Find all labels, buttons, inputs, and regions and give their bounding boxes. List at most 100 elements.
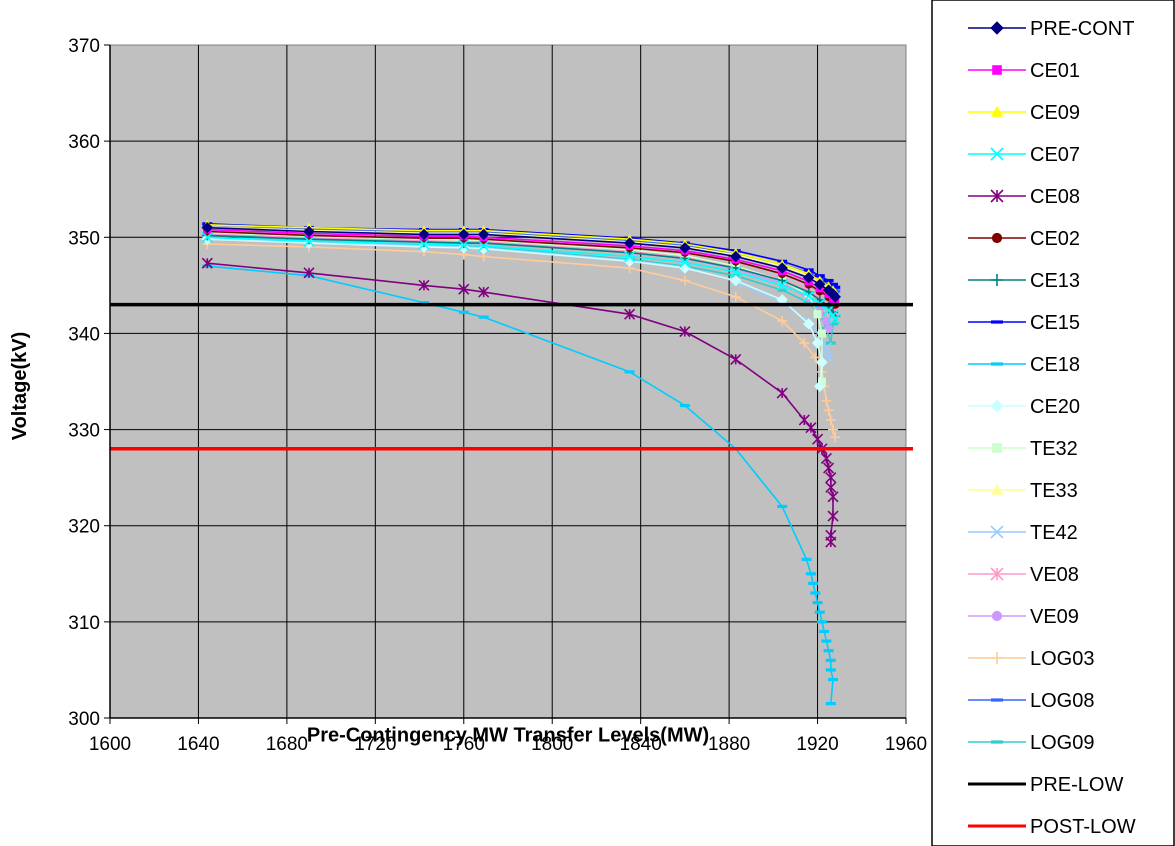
series-pre-cont <box>201 221 841 303</box>
data-point-ce08 <box>201 257 213 269</box>
y-tick-label: 360 <box>68 132 100 153</box>
x-tick-label: 1760 <box>443 734 485 755</box>
legend-label-te42: TE42 <box>1030 522 1078 544</box>
data-point-ce15 <box>828 282 839 286</box>
data-point-ce07 <box>829 313 841 325</box>
y-tick-label: 350 <box>68 228 100 249</box>
data-point-ce18 <box>814 610 825 614</box>
data-point-log03 <box>679 275 690 286</box>
data-point-pre-cont <box>803 271 815 284</box>
data-point-log03 <box>777 315 788 326</box>
data-point-ce20 <box>803 318 815 330</box>
data-point-pre-cont <box>679 242 691 254</box>
legend-label-log08: LOG08 <box>1030 690 1094 712</box>
data-point-log03 <box>730 291 741 302</box>
x-tick-label: 1960 <box>885 734 927 755</box>
legend-item-pre-cont: PRE-CONT <box>968 18 1134 40</box>
legend-marker-ce02 <box>991 232 1003 244</box>
data-point-pre-cont <box>814 278 826 291</box>
data-point-te42 <box>820 342 832 354</box>
tick-labels: 1600 1640 1680 1720 1760 1800 1840 1880 1920 1960… <box>68 36 927 755</box>
data-point-ce08 <box>303 267 315 279</box>
data-point-ce18 <box>679 403 690 408</box>
data-point-ce08 <box>820 452 832 464</box>
y-tick-label: 330 <box>68 421 100 442</box>
legend-label-te32: TE32 <box>1030 438 1078 460</box>
data-point-ce18 <box>624 370 635 374</box>
y-tick-label: 340 <box>68 324 100 345</box>
data-point-pre-cont <box>623 237 636 249</box>
data-point-ce20 <box>811 337 824 349</box>
data-point-ce18 <box>812 601 823 605</box>
legend-item-ve09: VE09 <box>968 606 1079 628</box>
legend: PRE-CONT CE01 CE09 CE07 CE08 CE02 CE13 CE15 CE18… <box>931 0 1175 846</box>
x-tick-label: 1680 <box>266 734 308 755</box>
data-point-te32 <box>813 310 822 319</box>
legend-marker-log08 <box>991 698 1003 702</box>
legend-marker-ve08 <box>990 567 1004 581</box>
legend-item-ve08: VE08 <box>968 564 1079 586</box>
legend-label-ce18: CE18 <box>1030 354 1080 376</box>
data-point-ce07 <box>624 250 636 263</box>
legend-marker-ce18 <box>991 362 1003 366</box>
data-point-ce08 <box>730 353 742 365</box>
data-point-ce08 <box>458 283 470 295</box>
data-point-te32 <box>817 377 826 386</box>
legend-item-pre-low: PRE-LOW <box>968 774 1123 796</box>
series-ce08 <box>201 257 839 548</box>
legend-marker-ce01 <box>992 65 1002 75</box>
legend-label-ve09: VE09 <box>1030 606 1079 628</box>
reference-lines <box>110 302 913 451</box>
legend-label-ce20: CE20 <box>1030 396 1080 418</box>
legend-label-ce07: CE07 <box>1030 144 1080 166</box>
legend-label-ce13: CE13 <box>1030 270 1080 292</box>
plot-area <box>109 44 907 719</box>
x-tick-label: 1840 <box>620 734 662 755</box>
data-point-pre-cont <box>303 225 315 238</box>
data-point-pre-cont <box>458 228 470 241</box>
data-point-ce07 <box>803 290 815 302</box>
data-point-log09 <box>828 322 839 326</box>
legend-item-ce13: CE13 <box>968 270 1080 292</box>
data-point-ce07 <box>303 235 315 247</box>
data-point-ce18 <box>458 310 469 314</box>
data-point-ce08 <box>825 472 837 484</box>
y-axis-title: Voltage(kV) <box>9 332 31 441</box>
data-point-log09 <box>777 288 788 292</box>
data-point-ce07 <box>776 279 788 291</box>
data-point-ce08 <box>478 286 490 298</box>
data-point-ce18 <box>819 629 830 634</box>
legend-label-pre-low: PRE-LOW <box>1030 774 1123 796</box>
legend-item-te32: TE32 <box>968 438 1078 460</box>
data-point-pre-cont <box>730 250 742 263</box>
data-point-ce08 <box>776 387 788 399</box>
data-point-ce18 <box>418 301 429 305</box>
y-tick-label: 370 <box>68 36 100 57</box>
x-tick-label: 1720 <box>354 734 396 755</box>
data-point-ce08 <box>418 279 430 291</box>
legend-item-ce15: CE15 <box>968 312 1080 334</box>
data-point-ve09 <box>824 324 833 333</box>
data-point-log03 <box>825 414 836 425</box>
data-point-ce18 <box>805 572 816 576</box>
legend-label-log09: LOG09 <box>1030 732 1094 754</box>
legend-marker-pre-cont <box>990 21 1004 35</box>
data-point-ce18 <box>816 620 827 624</box>
data-point-ce08 <box>825 536 837 548</box>
data-point-ce20 <box>814 380 826 393</box>
legend-label-pre-cont: PRE-CONT <box>1030 18 1134 40</box>
data-point-ce08 <box>825 481 837 493</box>
data-point-pre-cont <box>477 228 490 241</box>
data-point-log03 <box>810 352 821 363</box>
y-tick-label: 310 <box>68 613 100 634</box>
data-point-log03 <box>830 432 841 443</box>
data-point-ce07 <box>458 239 470 251</box>
data-point-ce15 <box>830 285 841 289</box>
y-tick-label: 320 <box>68 517 100 538</box>
gridlines <box>110 45 906 718</box>
data-point-ce07 <box>201 231 213 243</box>
x-tick-label: 1600 <box>89 734 131 755</box>
legend-marker-ce07 <box>990 147 1004 161</box>
legend-item-ce08: CE08 <box>968 186 1080 208</box>
legend-marker-log03 <box>991 652 1003 664</box>
